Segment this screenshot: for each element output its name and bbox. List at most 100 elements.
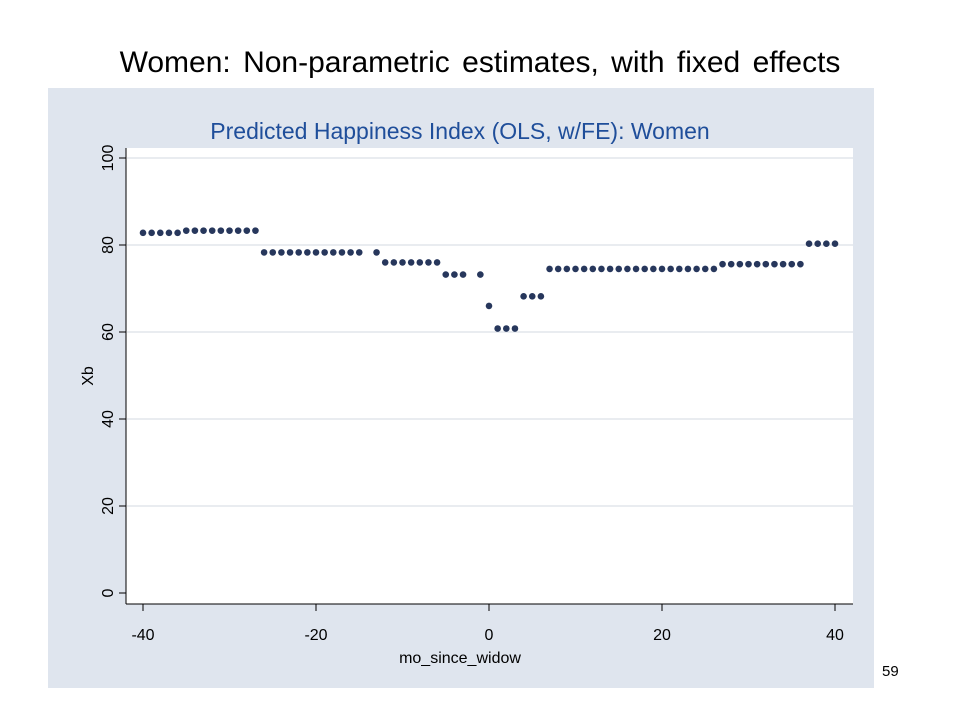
data-point bbox=[546, 265, 553, 273]
data-point bbox=[831, 240, 839, 247]
data-point bbox=[191, 227, 199, 234]
y-tick-label: 0 bbox=[100, 588, 117, 597]
x-tick-label: -20 bbox=[304, 627, 327, 644]
data-point bbox=[727, 260, 735, 268]
data-point bbox=[658, 265, 666, 273]
data-point bbox=[693, 265, 700, 273]
data-point bbox=[243, 227, 251, 234]
data-point bbox=[814, 240, 821, 247]
x-tick-label: 40 bbox=[826, 627, 844, 644]
data-point bbox=[779, 260, 787, 268]
data-point bbox=[650, 265, 657, 273]
x-axis: -40 -20 0 20 40 bbox=[126, 603, 853, 644]
slide-title: Women: Non-parametric estimates, with fi… bbox=[119, 46, 841, 79]
data-point bbox=[598, 265, 605, 273]
x-axis-label: mo_since_widow bbox=[399, 650, 521, 667]
data-point bbox=[269, 249, 277, 256]
data-point bbox=[745, 260, 752, 268]
data-point bbox=[753, 260, 761, 268]
data-point bbox=[252, 227, 259, 234]
data-point bbox=[641, 265, 648, 273]
data-point bbox=[321, 249, 328, 256]
data-point bbox=[165, 229, 173, 237]
data-point bbox=[347, 249, 354, 256]
data-point bbox=[260, 249, 268, 256]
data-point bbox=[805, 240, 813, 247]
data-point bbox=[572, 265, 579, 273]
data-point bbox=[433, 259, 441, 266]
data-point bbox=[373, 249, 380, 256]
data-point bbox=[174, 229, 181, 237]
data-point bbox=[494, 325, 501, 332]
chart-title: Predicted Happiness Index (OLS, w/FE): W… bbox=[210, 118, 709, 144]
data-point bbox=[615, 265, 623, 273]
data-point bbox=[823, 240, 830, 247]
data-point bbox=[511, 325, 519, 332]
y-axis-label: Xb bbox=[80, 366, 97, 386]
slide-number: 59 bbox=[882, 663, 899, 680]
data-point bbox=[157, 229, 164, 237]
plot-region bbox=[126, 148, 853, 604]
data-point bbox=[580, 265, 588, 273]
y-axis: 0 20 40 60 80 100 bbox=[100, 145, 127, 604]
data-point bbox=[234, 227, 242, 234]
data-point bbox=[771, 260, 778, 268]
data-point bbox=[701, 265, 709, 273]
data-point bbox=[182, 227, 190, 234]
data-point bbox=[589, 265, 597, 273]
data-point bbox=[451, 271, 458, 278]
data-point bbox=[200, 227, 207, 234]
data-point bbox=[442, 271, 450, 278]
data-point bbox=[667, 265, 674, 273]
data-point bbox=[710, 265, 718, 273]
data-point bbox=[416, 259, 424, 266]
data-point bbox=[719, 260, 726, 268]
data-point bbox=[148, 229, 155, 237]
data-point bbox=[537, 293, 545, 300]
data-point bbox=[425, 259, 432, 266]
data-points bbox=[139, 227, 839, 332]
data-point bbox=[762, 260, 770, 268]
data-point bbox=[399, 259, 406, 266]
data-point bbox=[485, 302, 493, 310]
data-point bbox=[788, 260, 796, 268]
x-tick-label: 0 bbox=[485, 627, 494, 644]
data-point bbox=[304, 249, 311, 256]
data-point bbox=[208, 227, 216, 234]
data-point bbox=[226, 227, 233, 234]
y-tick-label: 40 bbox=[100, 410, 117, 428]
data-point bbox=[797, 260, 804, 268]
data-point bbox=[295, 249, 303, 256]
y-tick-label: 60 bbox=[100, 323, 117, 341]
data-point bbox=[503, 325, 510, 332]
data-point bbox=[338, 249, 346, 256]
data-point bbox=[381, 259, 389, 266]
data-point bbox=[736, 260, 744, 268]
data-point bbox=[684, 265, 692, 273]
data-point bbox=[624, 265, 631, 273]
y-tick-label: 20 bbox=[100, 497, 117, 515]
data-point bbox=[554, 265, 562, 273]
gridlines bbox=[127, 157, 853, 507]
data-point bbox=[278, 249, 285, 256]
x-tick-label: 20 bbox=[653, 627, 671, 644]
data-point bbox=[407, 259, 415, 266]
data-point bbox=[330, 249, 337, 256]
data-point bbox=[477, 271, 484, 278]
data-point bbox=[459, 271, 467, 278]
y-tick-label: 80 bbox=[100, 236, 117, 254]
data-point bbox=[676, 265, 683, 273]
data-point bbox=[139, 229, 147, 237]
data-point bbox=[286, 249, 294, 256]
y-tick-label: 100 bbox=[100, 145, 117, 172]
data-point bbox=[606, 265, 614, 273]
data-point bbox=[632, 265, 640, 273]
data-point bbox=[563, 265, 571, 273]
data-point bbox=[528, 293, 536, 300]
data-point bbox=[217, 227, 225, 234]
data-point bbox=[520, 293, 527, 300]
data-point bbox=[390, 259, 398, 266]
data-point bbox=[312, 249, 320, 256]
x-tick-label: -40 bbox=[131, 627, 154, 644]
